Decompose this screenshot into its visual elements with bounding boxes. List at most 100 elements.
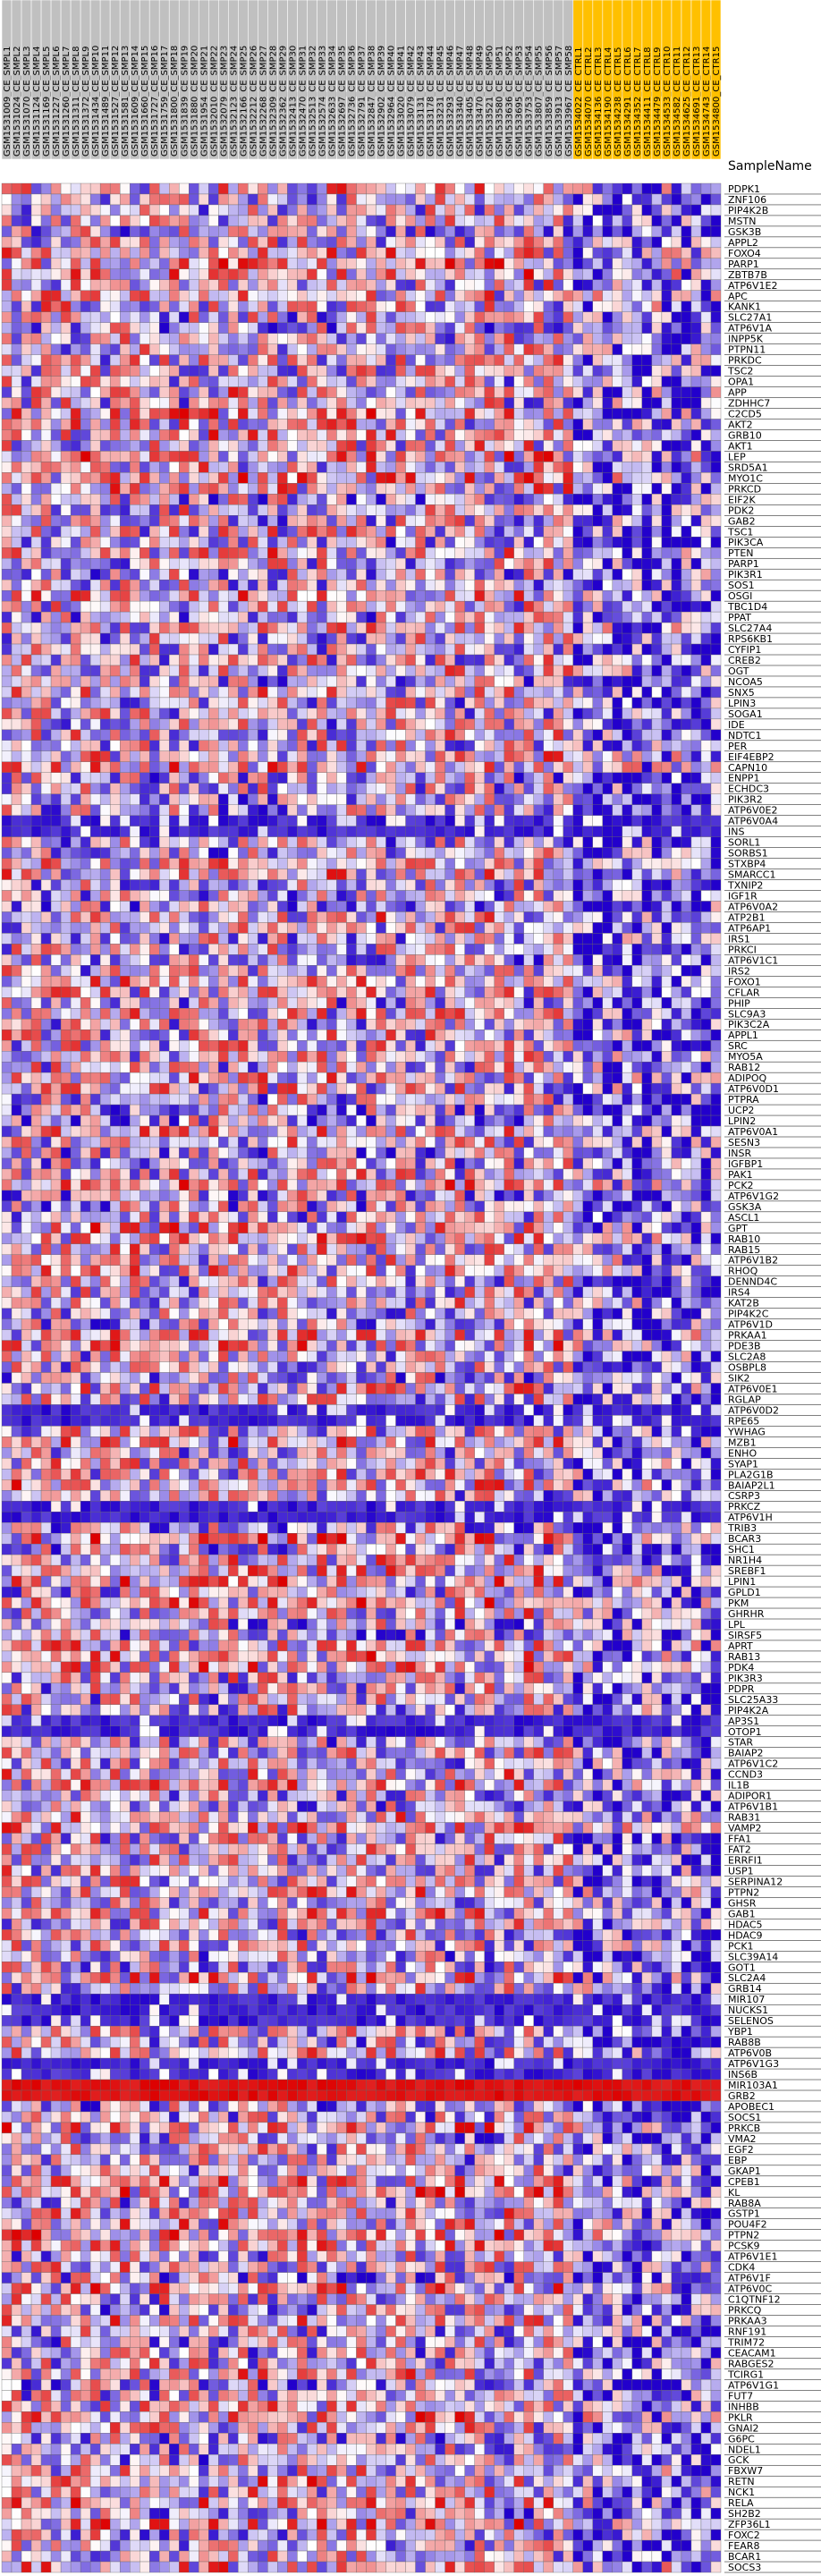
heatmap-cell (651, 204, 663, 216)
heatmap-cell (89, 204, 101, 216)
heatmap-cell (582, 515, 593, 527)
heatmap-cell (189, 182, 199, 195)
heatmap-cell (30, 890, 42, 902)
heatmap-cell (582, 354, 593, 366)
heatmap-cell (631, 826, 643, 837)
heatmap-cell (651, 815, 663, 826)
heatmap-cell (454, 836, 465, 848)
heatmap-cell (631, 386, 643, 398)
heatmap-cell (582, 397, 593, 409)
heatmap-cell (149, 589, 160, 602)
heatmap-cell (159, 622, 170, 634)
column-label: GSM1531609_CE_SMP14 (131, 46, 140, 157)
heatmap-cell (267, 804, 278, 816)
heatmap-cell (523, 182, 534, 195)
heatmap-cell (464, 440, 475, 452)
heatmap-cell (326, 611, 337, 623)
heatmap-cell (366, 515, 377, 527)
heatmap-cell (277, 869, 288, 880)
heatmap-cell (651, 740, 663, 751)
heatmap-cell (80, 783, 91, 794)
heatmap-cell (248, 365, 258, 377)
heatmap-cell (277, 847, 288, 859)
heatmap-cell (543, 258, 554, 269)
heatmap-cell (50, 761, 62, 773)
heatmap-cell (435, 279, 445, 291)
heatmap-cell (189, 783, 199, 794)
heatmap-cell (297, 354, 308, 366)
heatmap-cell (109, 579, 121, 591)
heatmap-cell (454, 558, 465, 570)
heatmap-cell (1, 858, 13, 869)
heatmap-cell (631, 729, 643, 741)
heatmap-cell (179, 869, 190, 880)
heatmap-cell (60, 697, 72, 709)
heatmap-cell (179, 333, 190, 344)
heatmap-cell (228, 343, 239, 355)
heatmap-cell (277, 579, 288, 591)
heatmap-cell (248, 472, 258, 484)
heatmap-cell (405, 804, 416, 816)
heatmap-cell (50, 611, 62, 623)
heatmap-cell (89, 600, 101, 613)
heatmap-cell (287, 236, 298, 249)
heatmap-cell (267, 793, 278, 805)
heatmap-cell (356, 290, 367, 301)
heatmap-cell (149, 858, 160, 869)
heatmap-cell (11, 419, 22, 430)
heatmap-cell (287, 686, 298, 699)
heatmap-cell (40, 558, 52, 570)
heatmap-cell (21, 365, 32, 377)
heatmap-cell (671, 386, 682, 398)
heatmap-cell (563, 397, 573, 409)
heatmap-cell (30, 761, 42, 773)
heatmap-cell (582, 697, 593, 709)
heatmap-cell (60, 301, 72, 312)
heatmap-cell (11, 322, 22, 334)
heatmap-cell (119, 772, 131, 784)
heatmap-cell (159, 815, 170, 826)
heatmap-cell (523, 279, 534, 291)
heatmap-cell (631, 236, 643, 249)
heatmap-cell (681, 708, 692, 720)
heatmap-cell (109, 440, 121, 452)
heatmap-cell (119, 558, 131, 570)
heatmap-cell (297, 600, 308, 613)
heatmap-cell (218, 462, 229, 473)
heatmap-cell (651, 483, 663, 495)
heatmap-cell (651, 376, 663, 387)
heatmap-cell (533, 654, 544, 666)
heatmap-cell (533, 494, 544, 505)
heatmap-cell (474, 279, 485, 291)
heatmap-cell (582, 333, 593, 344)
heatmap-cell (199, 589, 209, 602)
heatmap-cell (356, 462, 367, 473)
heatmap-cell (563, 419, 573, 430)
heatmap-cell (474, 343, 485, 355)
heatmap-cell (356, 815, 367, 826)
heatmap-cell (336, 290, 347, 301)
heatmap-cell (307, 301, 317, 312)
column-label: GSM1532470_CE_SMP31 (298, 46, 308, 157)
heatmap-cell (70, 225, 81, 238)
heatmap-cell (258, 236, 268, 249)
heatmap-cell (50, 204, 62, 216)
heatmap-cell (622, 804, 633, 816)
heatmap-cell (326, 354, 337, 366)
heatmap-cell (671, 622, 682, 634)
heatmap-cell (641, 268, 653, 280)
heatmap-cell (50, 429, 62, 441)
heatmap-cell (376, 750, 386, 762)
heatmap-cell (681, 193, 692, 206)
heatmap-cell (238, 686, 249, 699)
heatmap-cell (149, 258, 160, 269)
heatmap-cell (346, 558, 357, 570)
heatmap-cell (11, 718, 22, 731)
heatmap-cell (376, 847, 386, 859)
heatmap-cell (454, 268, 465, 280)
heatmap-cell (21, 515, 32, 527)
heatmap-cell (218, 858, 229, 869)
heatmap-cell (40, 772, 52, 784)
heatmap-cell (50, 462, 62, 473)
column-header-group: GSM1531009_CE_SMPL1 GSM1531024_CE_SMPL2 GS… (1, 0, 722, 160)
